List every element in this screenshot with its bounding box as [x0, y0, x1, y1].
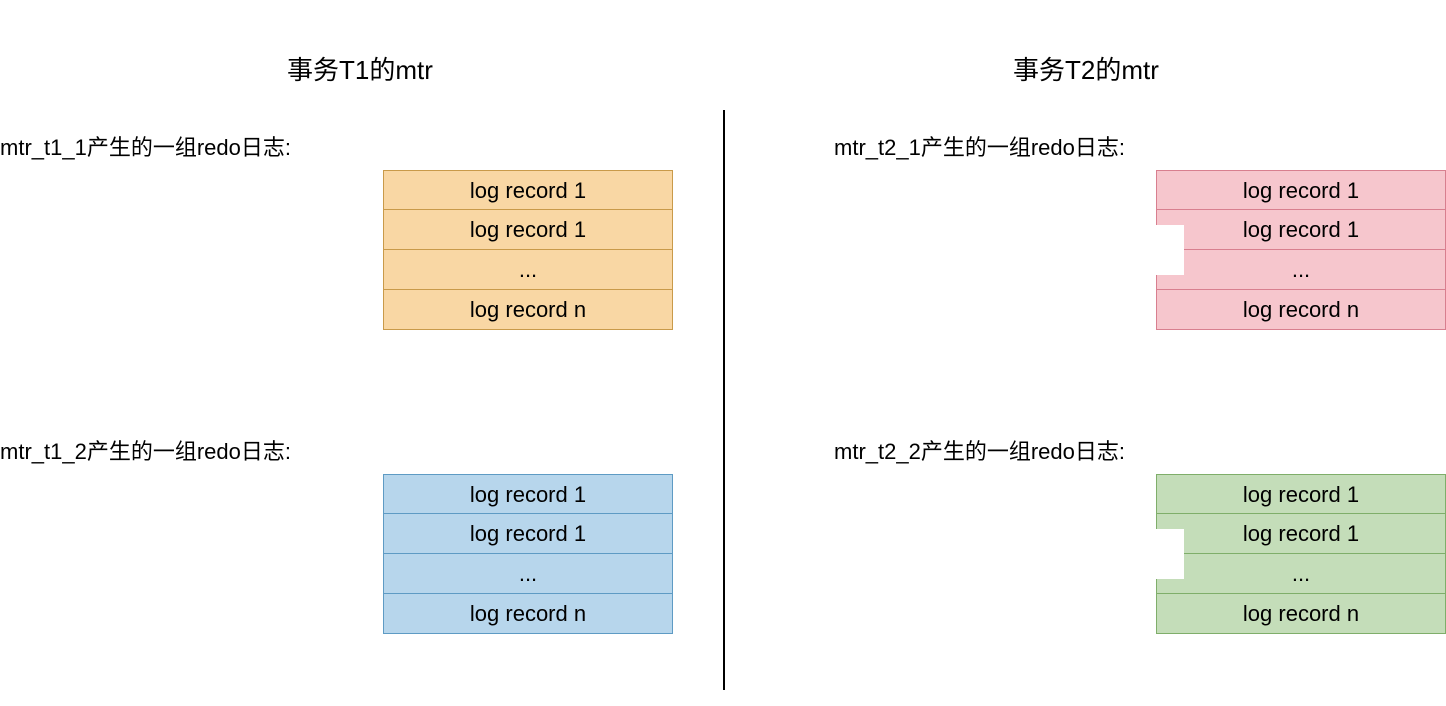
t1-group2-label: mtr_t1_2产生的一组redo日志:: [0, 434, 291, 466]
t2-g2-row: log record n: [1156, 594, 1446, 634]
t1-g2-row: log record 1: [383, 514, 673, 554]
t1-g1-row: ...: [383, 250, 673, 290]
t1-g1-row: log record n: [383, 290, 673, 330]
t2-group2-stack: log record 1 log record 1 ... log record…: [1156, 474, 1446, 634]
t1-g2-row: ...: [383, 554, 673, 594]
column-t2-title: 事务T2的mtr: [726, 50, 1446, 87]
t1-g2-row: log record n: [383, 594, 673, 634]
crop-notch: [1154, 225, 1184, 275]
t2-g1-row: log record 1: [1156, 170, 1446, 210]
t2-group1-label: mtr_t2_1产生的一组redo日志:: [834, 130, 1125, 162]
t2-g1-row: ...: [1156, 250, 1446, 290]
t1-group2-stack: log record 1 log record 1 ... log record…: [383, 474, 673, 634]
column-t1: 事务T1的mtr mtr_t1_1产生的一组redo日志: log record…: [0, 0, 720, 706]
t2-g2-row: log record 1: [1156, 474, 1446, 514]
t2-g2-row: ...: [1156, 554, 1446, 594]
t2-g1-row: log record n: [1156, 290, 1446, 330]
t2-g2-row: log record 1: [1156, 514, 1446, 554]
t2-group2-label: mtr_t2_2产生的一组redo日志:: [834, 434, 1125, 466]
crop-notch: [1154, 529, 1184, 579]
t2-g1-row: log record 1: [1156, 210, 1446, 250]
column-t2: 事务T2的mtr mtr_t2_1产生的一组redo日志: log record…: [726, 0, 1446, 706]
diagram-canvas: 事务T1的mtr mtr_t1_1产生的一组redo日志: log record…: [0, 0, 1446, 706]
t1-g2-row: log record 1: [383, 474, 673, 514]
t1-group1-stack: log record 1 log record 1 ... log record…: [383, 170, 673, 330]
t1-group1-label: mtr_t1_1产生的一组redo日志:: [0, 130, 291, 162]
t2-group1-stack: log record 1 log record 1 ... log record…: [1156, 170, 1446, 330]
t1-g1-row: log record 1: [383, 170, 673, 210]
column-t1-title: 事务T1的mtr: [0, 50, 720, 87]
vertical-divider: [723, 110, 725, 690]
t1-g1-row: log record 1: [383, 210, 673, 250]
